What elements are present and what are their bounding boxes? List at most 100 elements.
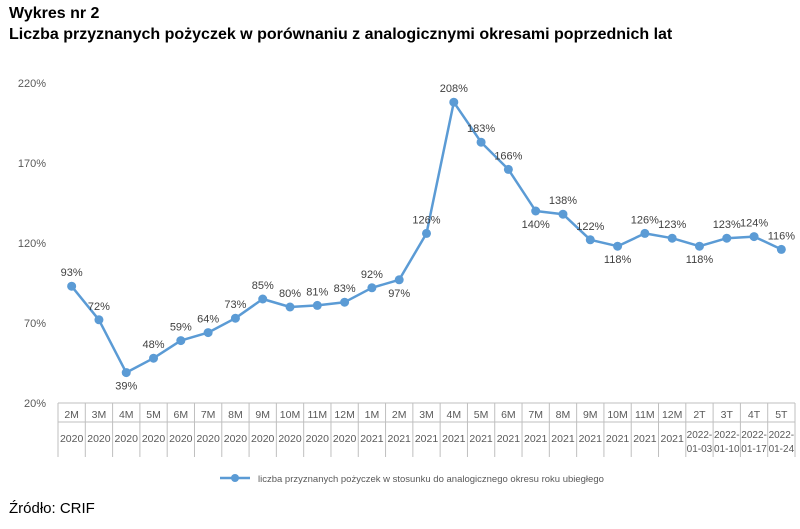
- data-label: 81%: [306, 286, 328, 298]
- x-tick-label-secondary: 01-17: [741, 444, 767, 455]
- chart-title: Liczba przyznanych pożyczek w porównaniu…: [9, 26, 673, 43]
- x-tick-label-secondary: 2021: [633, 433, 657, 445]
- x-tick-label: 2T: [693, 409, 706, 421]
- x-tick-label: 10M: [280, 409, 300, 421]
- data-point: [340, 297, 350, 307]
- data-label: 122%: [576, 221, 604, 233]
- x-tick-label: 9M: [583, 409, 598, 421]
- x-tick-label-secondary: 2020: [169, 433, 193, 445]
- data-point: [67, 281, 77, 291]
- x-tick-label-secondary: 01-24: [769, 444, 795, 455]
- x-tick-label-secondary: 2021: [415, 433, 439, 445]
- x-tick-label-secondary: 2021: [579, 433, 603, 445]
- source-note: Źródło: CRIF: [9, 500, 95, 517]
- x-tick-label-secondary: 2022-: [741, 430, 767, 441]
- data-point: [230, 313, 240, 323]
- x-tick-label: 4M: [446, 409, 461, 421]
- x-tick-label: 12M: [334, 409, 354, 421]
- x-tick-label-secondary: 2020: [60, 433, 84, 445]
- y-tick-label: 220%: [18, 78, 46, 90]
- x-tick-label: 12M: [662, 409, 682, 421]
- y-tick-label: 170%: [18, 158, 46, 170]
- x-tick-label: 3T: [721, 409, 734, 421]
- data-label: 85%: [252, 280, 274, 292]
- x-tick-label: 1M: [365, 409, 380, 421]
- x-tick-label-secondary: 2020: [306, 433, 330, 445]
- x-tick-label-secondary: 01-10: [714, 444, 740, 455]
- data-point: [394, 275, 404, 285]
- x-tick-label: 5M: [146, 409, 161, 421]
- data-point: [558, 209, 568, 219]
- x-tick-label: 6M: [174, 409, 189, 421]
- data-label: 126%: [412, 214, 440, 226]
- data-point: [476, 137, 486, 147]
- data-point: [176, 336, 186, 346]
- x-tick-label-secondary: 2020: [251, 433, 275, 445]
- x-tick-label: 11M: [635, 409, 655, 421]
- x-tick-label-secondary: 01-03: [687, 444, 713, 455]
- data-point: [667, 233, 677, 243]
- x-tick-label-secondary: 2020: [142, 433, 166, 445]
- x-tick-label-secondary: 2022-: [769, 430, 795, 441]
- x-tick-label-secondary: 2020: [87, 433, 111, 445]
- data-label: 124%: [740, 218, 768, 230]
- data-point: [258, 294, 268, 304]
- data-point: [422, 228, 431, 238]
- x-tick-label: 8M: [556, 409, 571, 421]
- x-tick-label: 10M: [607, 409, 627, 421]
- data-label: 97%: [388, 288, 410, 300]
- x-tick-label-secondary: 2021: [360, 433, 384, 445]
- x-tick-label-secondary: 2020: [196, 433, 220, 445]
- data-point: [449, 97, 459, 107]
- x-tick-label-secondary: 2022-: [687, 430, 713, 441]
- data-point: [585, 235, 595, 245]
- data-label: 39%: [115, 381, 137, 393]
- x-tick-label: 5T: [775, 409, 788, 421]
- data-point: [203, 328, 213, 338]
- data-point: [640, 228, 650, 238]
- data-label: 118%: [686, 254, 714, 266]
- data-label: 73%: [224, 299, 246, 311]
- x-tick-label: 6M: [501, 409, 516, 421]
- data-label: 64%: [197, 314, 219, 326]
- x-tick-label-secondary: 2022-: [714, 430, 740, 441]
- data-point: [531, 206, 541, 216]
- x-tick-label-secondary: 2021: [660, 433, 684, 445]
- x-tick-label: 2M: [392, 409, 407, 421]
- x-tick-label: 4M: [119, 409, 134, 421]
- data-point: [694, 241, 704, 251]
- x-tick-label: 5M: [474, 409, 489, 421]
- y-tick-label: 70%: [24, 318, 46, 330]
- x-tick-label: 4T: [748, 409, 761, 421]
- x-tick-label: 7M: [528, 409, 543, 421]
- x-tick-label-secondary: 2021: [388, 433, 412, 445]
- chart-header: Wykres nr 2 Liczba przyznanych pożyczek …: [9, 4, 672, 46]
- data-point: [776, 244, 786, 254]
- data-point: [749, 232, 759, 242]
- x-tick-label-secondary: 2020: [333, 433, 357, 445]
- x-tick-label-secondary: 2021: [469, 433, 493, 445]
- data-label: 166%: [494, 150, 522, 162]
- legend-label: liczba przyznanych pożyczek w stosunku d…: [258, 474, 604, 485]
- data-label: 123%: [658, 219, 686, 231]
- x-tick-label-secondary: 2021: [606, 433, 630, 445]
- y-tick-label: 120%: [18, 238, 46, 250]
- data-label: 183%: [467, 123, 495, 135]
- x-tick-label: 9M: [255, 409, 270, 421]
- data-point: [121, 368, 131, 378]
- x-tick-label: 3M: [419, 409, 434, 421]
- x-tick-label: 8M: [228, 409, 243, 421]
- data-label: 48%: [143, 339, 165, 351]
- x-tick-label: 2M: [64, 409, 79, 421]
- data-point: [367, 283, 377, 293]
- x-tick-label: 3M: [92, 409, 107, 421]
- x-tick-label-secondary: 2021: [497, 433, 521, 445]
- data-point: [312, 300, 322, 310]
- data-label: 116%: [768, 230, 796, 242]
- y-tick-label: 20%: [24, 398, 46, 410]
- data-point: [285, 302, 295, 312]
- data-label: 59%: [170, 322, 192, 334]
- x-tick-label-secondary: 2021: [442, 433, 466, 445]
- x-tick-label: 7M: [201, 409, 216, 421]
